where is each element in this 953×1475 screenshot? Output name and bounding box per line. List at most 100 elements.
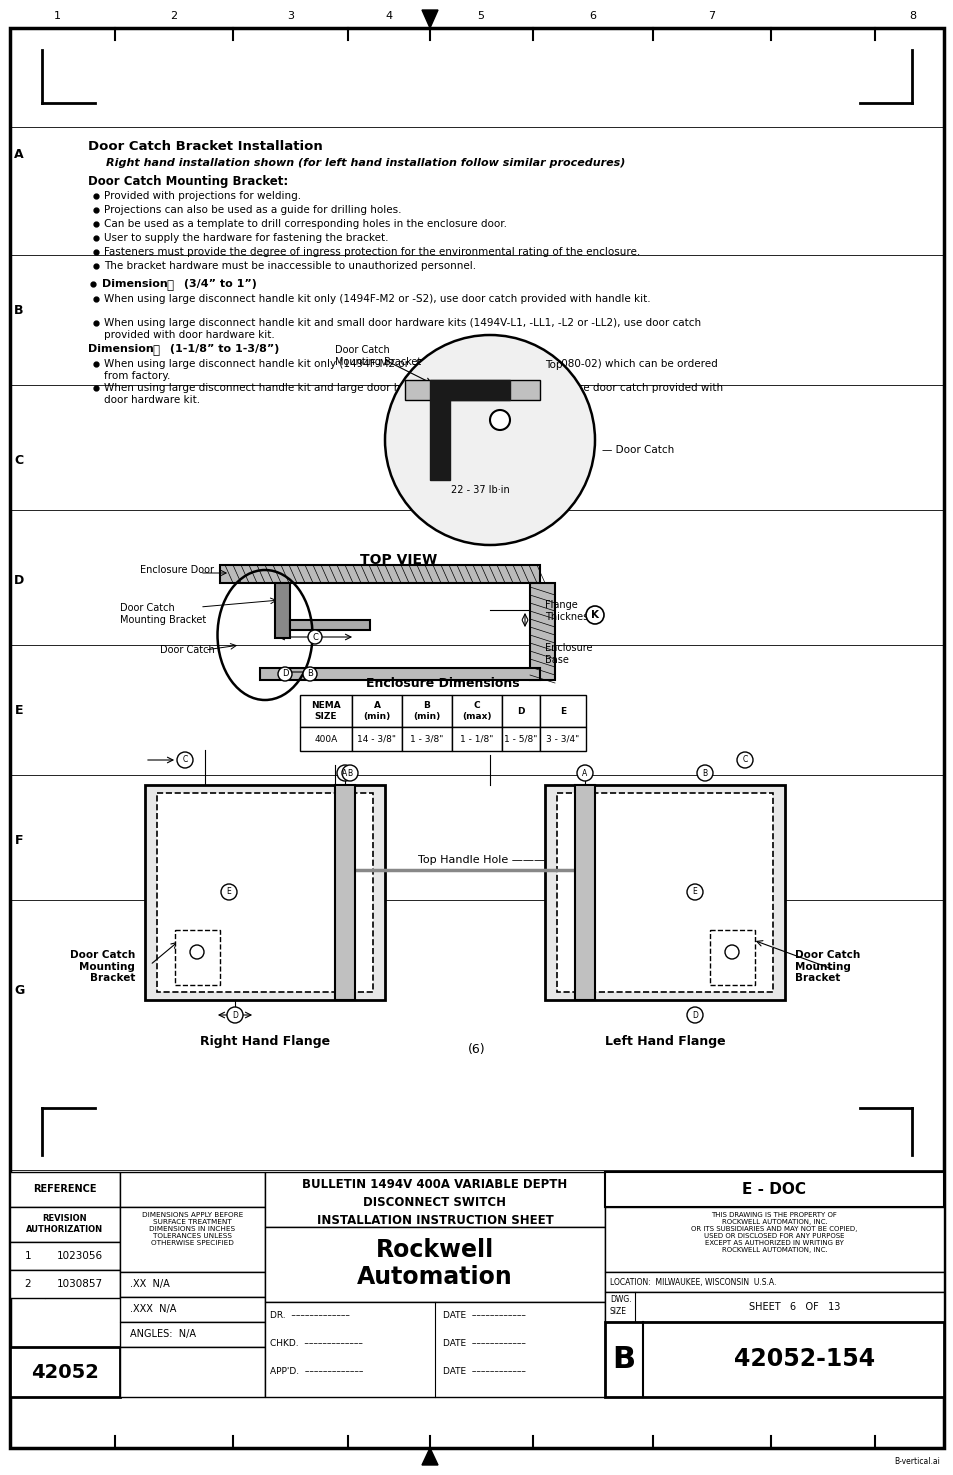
Text: When using large disconnect handle kit only (1494F-M2 or -S2), use door catch (4: When using large disconnect handle kit o… xyxy=(104,358,717,381)
Text: C: C xyxy=(312,633,317,642)
Circle shape xyxy=(221,884,236,900)
Polygon shape xyxy=(421,1448,437,1465)
Polygon shape xyxy=(430,381,510,479)
Text: 400A: 400A xyxy=(314,735,337,743)
Text: CHKD.  –––––––––––––: CHKD. ––––––––––––– xyxy=(270,1338,362,1348)
Text: (1-1/8” to 1-3/8”): (1-1/8” to 1-3/8”) xyxy=(166,344,279,354)
Text: Door Catch Bracket Installation: Door Catch Bracket Installation xyxy=(88,140,322,153)
Bar xyxy=(530,583,555,680)
Text: .XXX  N/A: .XXX N/A xyxy=(130,1304,176,1314)
Text: B-vertical.ai: B-vertical.ai xyxy=(893,1457,939,1466)
Text: LOCATION:  MILWAUKEE, WISCONSIN  U.S.A.: LOCATION: MILWAUKEE, WISCONSIN U.S.A. xyxy=(609,1277,776,1286)
Bar xyxy=(501,695,539,727)
Bar xyxy=(335,785,355,1000)
Text: Dimension: Dimension xyxy=(88,344,157,354)
Text: 6: 6 xyxy=(589,10,596,21)
Text: — Door Catch: — Door Catch xyxy=(601,445,674,454)
Text: B
(min): B (min) xyxy=(413,701,440,721)
Circle shape xyxy=(724,945,739,959)
Text: K: K xyxy=(590,611,598,620)
Text: Provided with projections for welding.: Provided with projections for welding. xyxy=(104,190,301,201)
Text: Automation: Automation xyxy=(356,1266,513,1289)
Text: APP'D.  –––––––––––––: APP'D. ––––––––––––– xyxy=(270,1366,363,1376)
Text: DIMENSIONS APPLY BEFORE
SURFACE TREATMENT
DIMENSIONS IN INCHES
TOLERANCES UNLESS: DIMENSIONS APPLY BEFORE SURFACE TREATMEN… xyxy=(142,1212,243,1246)
Text: The bracket hardware must be inaccessible to unauthorized personnel.: The bracket hardware must be inaccessibl… xyxy=(104,261,476,271)
Circle shape xyxy=(585,606,603,624)
Bar xyxy=(220,565,539,583)
Text: 2: 2 xyxy=(25,1279,31,1289)
Bar xyxy=(709,931,754,985)
Bar xyxy=(352,727,401,751)
Text: A: A xyxy=(581,768,587,777)
Text: B: B xyxy=(307,670,313,678)
Text: Rockwell: Rockwell xyxy=(375,1238,494,1263)
Bar xyxy=(299,695,352,727)
Text: NEMA
SIZE: NEMA SIZE xyxy=(311,701,340,721)
Text: REFERENCE: REFERENCE xyxy=(33,1184,96,1193)
Circle shape xyxy=(686,1007,702,1024)
Bar xyxy=(10,1347,120,1397)
Text: F: F xyxy=(14,833,23,847)
Text: 1023056: 1023056 xyxy=(57,1251,103,1261)
Text: ANGLES:  N/A: ANGLES: N/A xyxy=(130,1329,195,1339)
Polygon shape xyxy=(421,10,437,28)
Bar xyxy=(575,785,595,1000)
Text: BULLETIN 1494V 400A VARIABLE DEPTH: BULLETIN 1494V 400A VARIABLE DEPTH xyxy=(302,1177,567,1190)
Text: C: C xyxy=(741,755,747,764)
Text: When using large disconnect handle kit and large door hardware kits (1494V-L3 or: When using large disconnect handle kit a… xyxy=(104,384,722,404)
Bar xyxy=(174,931,220,985)
Bar xyxy=(120,1347,265,1397)
Bar xyxy=(544,785,784,1000)
Text: E: E xyxy=(227,888,232,897)
Text: (6): (6) xyxy=(468,1043,485,1056)
Text: D: D xyxy=(517,707,524,715)
Bar xyxy=(604,1322,943,1397)
Text: 2: 2 xyxy=(171,10,177,21)
Text: E: E xyxy=(692,888,697,897)
Bar xyxy=(290,620,370,630)
Text: Door Catch
Mounting Bracket: Door Catch Mounting Bracket xyxy=(120,603,206,624)
Text: Door Catch Mounting Bracket:: Door Catch Mounting Bracket: xyxy=(88,176,288,187)
Bar xyxy=(120,1322,265,1347)
Bar xyxy=(145,785,385,1000)
Text: 1: 1 xyxy=(53,10,60,21)
Text: Left Hand Flange: Left Hand Flange xyxy=(604,1035,724,1049)
Text: Ⓤ: Ⓤ xyxy=(166,279,172,292)
Text: 22 - 37 lb·in: 22 - 37 lb·in xyxy=(450,485,509,496)
Bar xyxy=(120,1173,265,1207)
Text: 42052-154: 42052-154 xyxy=(733,1347,874,1370)
Bar xyxy=(604,1271,943,1292)
Text: 3 - 3/4": 3 - 3/4" xyxy=(546,735,579,743)
Bar xyxy=(452,695,501,727)
Text: SHEET   6   OF   13: SHEET 6 OF 13 xyxy=(748,1302,840,1311)
Text: 1 - 1/8": 1 - 1/8" xyxy=(460,735,493,743)
Text: E: E xyxy=(14,704,23,717)
Circle shape xyxy=(336,766,353,780)
Circle shape xyxy=(277,667,292,681)
Text: Door Catch: Door Catch xyxy=(160,645,214,655)
Text: C: C xyxy=(182,755,188,764)
Text: Door Catch
Mounting
Bracket: Door Catch Mounting Bracket xyxy=(70,950,135,984)
Text: 5: 5 xyxy=(477,10,484,21)
Text: E - DOC: E - DOC xyxy=(741,1181,805,1196)
Bar xyxy=(452,727,501,751)
Text: A
(min): A (min) xyxy=(363,701,390,721)
Circle shape xyxy=(577,766,593,780)
Bar xyxy=(539,695,585,727)
Circle shape xyxy=(490,410,510,431)
Text: D: D xyxy=(691,1010,698,1019)
Text: DWG.: DWG. xyxy=(609,1295,631,1304)
Text: B: B xyxy=(14,304,24,317)
Text: Flange
Thickness: Flange Thickness xyxy=(544,600,593,621)
Text: DATE  ––––––––––––: DATE –––––––––––– xyxy=(442,1338,525,1348)
Circle shape xyxy=(737,752,752,768)
Text: Right hand installation shown (for left hand installation follow similar procedu: Right hand installation shown (for left … xyxy=(106,158,625,168)
Text: When using large disconnect handle kit only (1494F-M2 or -S2), use door catch pr: When using large disconnect handle kit o… xyxy=(104,294,650,304)
Bar xyxy=(10,1207,120,1242)
Bar xyxy=(604,1207,943,1271)
Text: B: B xyxy=(701,768,707,777)
Text: E: E xyxy=(559,707,565,715)
Circle shape xyxy=(686,884,702,900)
Bar xyxy=(604,1173,943,1207)
Text: Can be used as a template to drill corresponding holes in the enclosure door.: Can be used as a template to drill corre… xyxy=(104,218,506,229)
